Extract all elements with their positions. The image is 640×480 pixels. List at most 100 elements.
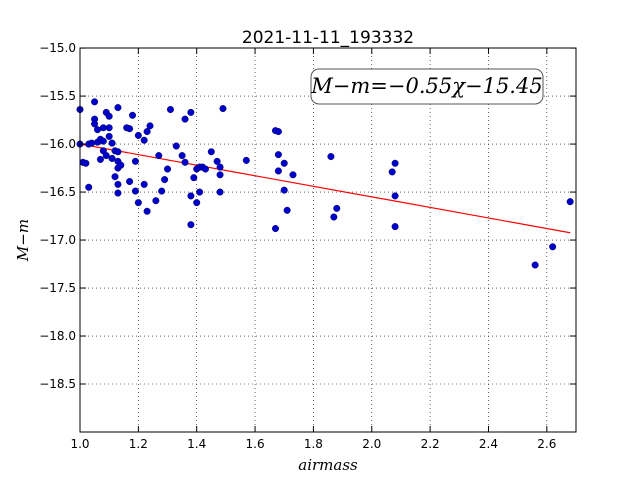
- data-point: [274, 167, 282, 175]
- data-points: [76, 98, 574, 269]
- data-point: [114, 104, 122, 112]
- data-point: [196, 188, 204, 196]
- data-point: [146, 122, 154, 130]
- data-point: [111, 173, 119, 181]
- y-tick-label: −16.5: [39, 185, 76, 199]
- data-point: [105, 112, 113, 120]
- data-point: [143, 128, 151, 136]
- data-point: [274, 151, 282, 159]
- data-point: [216, 171, 224, 179]
- data-point: [99, 137, 107, 145]
- y-tick-label: −16.0: [39, 137, 76, 151]
- data-point: [102, 152, 110, 160]
- data-point: [280, 159, 288, 167]
- data-point: [155, 152, 163, 160]
- data-point: [114, 148, 122, 156]
- x-tick-label: 1.0: [70, 437, 89, 451]
- data-point: [140, 136, 148, 144]
- data-point: [161, 176, 169, 184]
- data-point: [391, 159, 399, 167]
- data-point: [216, 188, 224, 196]
- y-tick-label: −17.0: [39, 233, 76, 247]
- axis-ticks: [79, 47, 576, 432]
- data-point: [242, 156, 250, 164]
- x-tick-label: 2.4: [479, 437, 498, 451]
- data-point: [330, 213, 338, 221]
- data-point: [327, 153, 335, 161]
- x-tick-label: 1.4: [187, 437, 206, 451]
- y-tick-label: −15.0: [39, 41, 76, 55]
- data-point: [82, 159, 90, 167]
- data-point: [531, 261, 539, 269]
- data-point: [271, 225, 279, 233]
- x-tick-labels: 1.0 1.2 1.4 1.6 1.8 2.0 2.2 2.4 2.6: [70, 437, 556, 451]
- data-point: [181, 115, 189, 123]
- data-point: [126, 125, 134, 133]
- y-tick-label: −18.5: [39, 377, 76, 391]
- data-point: [94, 126, 102, 134]
- data-point: [178, 152, 186, 160]
- data-point: [105, 124, 113, 132]
- x-tick-label: 2.6: [537, 437, 556, 451]
- grid-lines: [79, 47, 576, 432]
- data-point: [566, 198, 574, 206]
- data-point: [88, 139, 96, 147]
- data-point: [114, 189, 122, 197]
- data-point: [213, 157, 221, 165]
- data-point: [99, 124, 107, 132]
- data-point: [143, 207, 151, 215]
- y-axis-label: M−m: [14, 219, 32, 262]
- x-tick-label: 2.2: [421, 437, 440, 451]
- data-point: [117, 161, 125, 169]
- data-point: [131, 157, 139, 165]
- data-point: [181, 158, 189, 166]
- data-point: [126, 178, 134, 186]
- data-point: [187, 192, 195, 200]
- data-point: [131, 187, 139, 195]
- data-point: [193, 199, 201, 207]
- y-tick-label: −18.0: [39, 329, 76, 343]
- data-point: [164, 165, 172, 173]
- fit-line-layer: [79, 143, 571, 234]
- fit-annotation: M−m=−0.55χ−15.45: [310, 68, 544, 105]
- data-point: [388, 168, 396, 176]
- data-point: [283, 206, 291, 214]
- data-point: [108, 154, 116, 162]
- chart-title: 2021-11-11_193332: [242, 28, 414, 48]
- data-point: [187, 221, 195, 229]
- data-point: [391, 223, 399, 231]
- x-tick-label: 1.2: [129, 437, 148, 451]
- y-tick-labels: −15.0 −15.5 −16.0 −16.5 −17.0 −17.5 −18.0 −18.5: [39, 41, 76, 391]
- x-tick-label: 1.8: [304, 437, 323, 451]
- x-axis-label: airmass: [298, 456, 358, 474]
- data-point: [187, 108, 195, 116]
- data-point: [216, 163, 224, 171]
- fit-annotation-text: M−m=−0.55χ−15.45: [310, 74, 542, 98]
- data-point: [172, 142, 180, 150]
- data-point: [333, 204, 341, 212]
- data-point: [280, 186, 288, 194]
- y-tick-label: −15.5: [39, 89, 76, 103]
- data-point: [152, 197, 160, 205]
- data-point: [105, 132, 113, 140]
- data-point: [114, 180, 122, 188]
- data-point: [129, 111, 137, 119]
- data-point: [134, 131, 142, 139]
- data-point: [91, 98, 99, 106]
- data-point: [140, 180, 148, 188]
- fit-annotation-box: [310, 68, 544, 105]
- data-point: [134, 199, 142, 207]
- data-point: [108, 139, 116, 147]
- data-point: [166, 106, 174, 114]
- data-point: [274, 128, 282, 136]
- data-point: [391, 192, 399, 200]
- data-point: [158, 187, 166, 195]
- data-point: [219, 105, 227, 113]
- x-tick-label: 1.6: [246, 437, 265, 451]
- data-point: [190, 174, 198, 182]
- x-tick-label: 2.0: [362, 437, 381, 451]
- data-point: [85, 183, 93, 191]
- data-point: [289, 171, 297, 179]
- fit-line: [79, 143, 571, 234]
